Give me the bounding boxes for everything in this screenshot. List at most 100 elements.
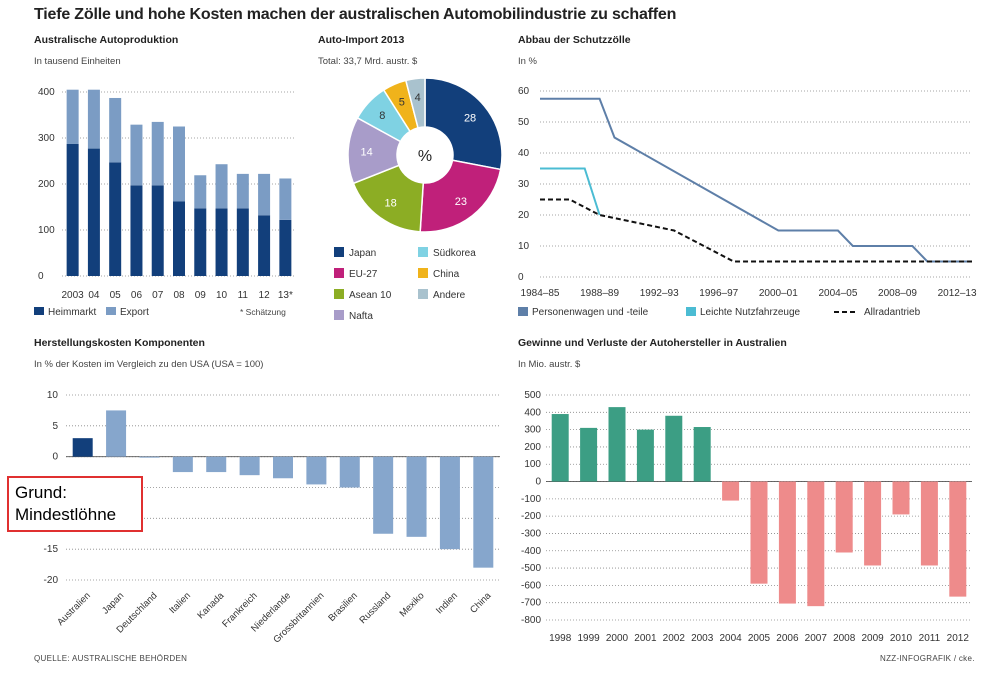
chart-subtitle: In % der Kosten im Vergleich zu den USA … (34, 359, 263, 370)
y-tick-label: 50 (518, 117, 530, 128)
y-tick-label: 200 (38, 179, 55, 190)
slice-label: 23 (455, 196, 467, 208)
bar-heimmarkt (215, 208, 228, 276)
bar (778, 481, 796, 604)
bar (172, 456, 193, 473)
bar (722, 481, 740, 501)
donut-center-label: % (418, 148, 432, 165)
x-tick-label: 05 (110, 290, 122, 301)
x-tick-label: 06 (131, 290, 143, 301)
legend-label: Nafta (349, 311, 373, 322)
bar (835, 481, 853, 553)
y-tick-label: -20 (44, 575, 59, 586)
legend-label: Leichte Nutzfahrzeuge (700, 307, 801, 318)
x-tick-label: 2006 (776, 633, 799, 644)
chart-title: Herstellungskosten Komponenten (34, 337, 205, 349)
x-tick-label: 1998 (549, 633, 572, 644)
bar (608, 407, 626, 482)
legend-swatch (418, 268, 428, 278)
x-tick-label: Japan (100, 590, 126, 616)
import-donut-chart: Auto-Import 2013 Total: 33,7 Mrd. austr. … (318, 34, 503, 322)
x-tick-label: 2012–13 (938, 288, 977, 299)
profit-loss-chart: Gewinne und Verluste der Autohersteller … (518, 337, 972, 644)
x-tick-label: Australien (55, 590, 93, 628)
bar (406, 456, 427, 537)
x-tick-label: 04 (88, 290, 100, 301)
y-tick-label: 40 (518, 148, 530, 159)
bar (373, 456, 394, 534)
x-tick-label: 2007 (805, 633, 828, 644)
bar (580, 427, 598, 482)
y-tick-label: -200 (521, 511, 541, 522)
legend-swatch (334, 247, 344, 257)
x-tick-label: 2009 (861, 633, 884, 644)
bar-export (258, 173, 271, 216)
bar (72, 438, 93, 457)
x-tick-label: 2001 (634, 633, 657, 644)
legend-label: Export (120, 307, 149, 318)
y-tick-label: -500 (521, 563, 541, 574)
bar (439, 456, 460, 550)
y-tick-label: 100 (38, 225, 55, 236)
y-tick-label: 0 (535, 477, 541, 488)
bar-export (173, 126, 185, 202)
bar (306, 456, 327, 485)
legend-swatch (334, 289, 344, 299)
donut-slice-japan (424, 77, 503, 171)
y-tick-label: 500 (524, 390, 541, 401)
y-tick-label: 300 (38, 133, 55, 144)
x-tick-label: 08 (173, 290, 185, 301)
legend-label: Heimmarkt (48, 307, 97, 318)
y-tick-label: -600 (521, 580, 541, 591)
x-tick-label: 12 (259, 290, 271, 301)
line-leichte-nutzfahrzeuge (540, 167, 601, 216)
legend-label: Südkorea (433, 248, 476, 259)
bar-export (279, 178, 292, 220)
x-tick-label: Mexiko (398, 590, 427, 619)
x-tick-label: 2012 (947, 633, 970, 644)
bar-heimmarkt (279, 219, 292, 276)
line-allradantrieb (540, 198, 972, 263)
credit-note: NZZ-INFOGRAFIK / cke. (880, 654, 975, 663)
bar (807, 481, 825, 607)
annotation-line-1: Grund: (15, 483, 67, 502)
x-tick-label: 1988–89 (580, 288, 619, 299)
x-tick-label: Russland (357, 590, 393, 626)
footnote: * Schätzung (240, 307, 286, 317)
chart-subtitle: In % (518, 56, 538, 67)
x-tick-label: 2003 (62, 290, 85, 301)
bar-heimmarkt (66, 143, 79, 276)
chart-title: Auto-Import 2013 (318, 34, 405, 46)
donut-slice-eu-27 (419, 159, 502, 233)
bar-heimmarkt (130, 185, 143, 276)
bar-export (215, 164, 228, 209)
y-tick-label: -700 (521, 598, 541, 609)
bar-export (109, 97, 122, 163)
legend-swatch (106, 307, 116, 315)
bar-heimmarkt (151, 185, 164, 276)
slice-label: 18 (384, 197, 396, 209)
y-tick-label: -100 (521, 494, 541, 505)
x-tick-label: 2008–09 (878, 288, 917, 299)
x-tick-label: 2005 (748, 633, 771, 644)
x-tick-label: Brasilien (326, 590, 360, 624)
legend-label: China (433, 269, 460, 280)
chart-title: Gewinne und Verluste der Autohersteller … (518, 337, 787, 349)
y-tick-label: 100 (524, 459, 541, 470)
bar (892, 481, 910, 515)
x-tick-label: 1984–85 (521, 288, 560, 299)
x-tick-label: 1996–97 (699, 288, 738, 299)
x-tick-label: Kanada (195, 590, 226, 621)
chart-title: Abbau der Schutzzölle (518, 34, 631, 46)
y-tick-label: -800 (521, 615, 541, 626)
legend-swatch (686, 307, 696, 316)
y-tick-label: -300 (521, 528, 541, 539)
x-tick-label: 2008 (833, 633, 856, 644)
legend-label: Japan (349, 248, 376, 259)
y-tick-label: 30 (518, 179, 530, 190)
legend-label: Personenwagen und -teile (532, 307, 649, 318)
legend-swatch (34, 307, 44, 315)
y-tick-label: 60 (518, 86, 530, 97)
y-tick-label: 0 (52, 452, 58, 463)
